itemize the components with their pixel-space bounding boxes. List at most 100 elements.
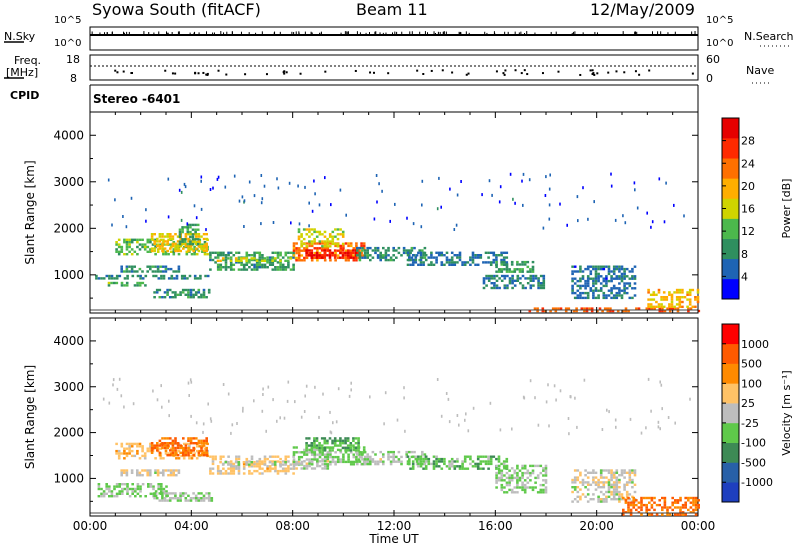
velocity-cell xyxy=(419,457,423,461)
power-cell xyxy=(356,249,359,252)
velocity-cell xyxy=(160,490,163,493)
velocity-sparse-cell xyxy=(472,406,475,410)
power-cell xyxy=(287,261,290,264)
power-cell xyxy=(620,294,624,297)
power-cell xyxy=(602,284,606,288)
velocity-cell xyxy=(471,460,475,463)
power-cell xyxy=(149,265,152,268)
velocity-cell xyxy=(310,451,314,454)
power-cell xyxy=(528,309,532,313)
velocity-cell xyxy=(356,453,359,456)
power-cell xyxy=(146,238,150,241)
velocity-cell xyxy=(622,508,625,512)
velocity-cell xyxy=(503,479,506,482)
power-cell xyxy=(628,296,632,300)
velocity-cell xyxy=(523,483,527,487)
velocity-cell xyxy=(427,460,431,463)
velocity-cell xyxy=(123,449,126,453)
nave-dot xyxy=(299,72,302,75)
velocity-colorbar-tick-label: -25 xyxy=(741,417,759,430)
velocity-cell xyxy=(357,449,360,452)
power-cell xyxy=(120,281,124,285)
velocity-cell xyxy=(347,453,350,456)
velocity-cell xyxy=(692,503,695,507)
velocity-cell xyxy=(134,487,137,491)
power-cell xyxy=(318,254,321,257)
power-cell xyxy=(585,307,589,310)
power-cell xyxy=(627,309,630,313)
power-cell xyxy=(292,254,296,257)
velocity-sparse-cell xyxy=(305,384,308,388)
power-cell xyxy=(631,287,634,290)
velocity-cell xyxy=(138,445,142,448)
power-cell xyxy=(668,291,671,294)
velocity-cell xyxy=(463,457,467,461)
power-cell xyxy=(443,263,446,266)
power-cell xyxy=(297,237,301,241)
power-cell xyxy=(395,256,398,259)
power-cell xyxy=(658,309,662,313)
velocity-cell xyxy=(250,463,254,466)
power-cell xyxy=(276,256,280,259)
power-cell xyxy=(402,251,406,255)
power-cell xyxy=(138,243,142,246)
power-cell xyxy=(492,251,496,254)
velocity-cell xyxy=(154,490,158,493)
power-cell xyxy=(141,245,144,249)
velocity-cell xyxy=(159,457,163,460)
power-ylabel: Slant Range [km] xyxy=(23,160,37,264)
power-cell xyxy=(323,235,327,238)
power-cell xyxy=(310,254,314,257)
power-cell xyxy=(224,266,228,269)
power-sparse-cell xyxy=(330,203,332,207)
power-cell xyxy=(152,274,155,278)
power-cell xyxy=(417,263,420,266)
power-cell xyxy=(624,307,628,310)
power-sparse-cell xyxy=(633,181,636,185)
power-cell xyxy=(219,254,223,257)
power-cell xyxy=(261,254,264,257)
velocity-cell xyxy=(628,498,632,501)
nave-dot xyxy=(324,70,327,73)
power-cell xyxy=(379,254,382,257)
power-cell xyxy=(362,242,366,245)
velocity-cell xyxy=(495,486,498,489)
velocity-cell xyxy=(369,460,372,463)
power-cell xyxy=(149,267,152,271)
velocity-cell xyxy=(182,457,186,460)
velocity-cell xyxy=(138,457,142,460)
velocity-cell xyxy=(126,485,129,488)
nave-dot xyxy=(194,72,197,75)
power-cell xyxy=(589,277,593,280)
power-cell xyxy=(320,249,324,252)
velocity-cell xyxy=(281,460,285,463)
velocity-cell xyxy=(156,446,159,450)
velocity-sparse-cell xyxy=(242,409,244,413)
power-cell xyxy=(271,268,275,271)
power-cell xyxy=(189,296,193,299)
velocity-cell xyxy=(326,458,330,461)
power-sparse-cell xyxy=(544,194,547,197)
velocity-cell xyxy=(341,439,345,442)
velocity-cell xyxy=(195,437,198,440)
velocity-cell xyxy=(597,483,600,486)
velocity-cell xyxy=(108,495,111,498)
velocity-cell xyxy=(513,469,517,472)
power-sparse-cell xyxy=(460,180,462,183)
velocity-cell xyxy=(599,474,603,477)
velocity-cell xyxy=(197,492,201,495)
power-cell xyxy=(662,298,666,301)
power-cell xyxy=(503,286,507,290)
power-cell xyxy=(670,305,674,308)
power-cell xyxy=(166,291,169,294)
power-cell xyxy=(384,251,388,255)
velocity-sparse-cell xyxy=(465,412,467,416)
velocity-cell xyxy=(500,474,504,477)
velocity-cell xyxy=(110,490,114,493)
freq-right-top-tick: 60 xyxy=(706,53,720,66)
power-cell xyxy=(149,241,152,244)
power-cell xyxy=(235,251,238,254)
power-cell xyxy=(153,291,156,294)
nave-dot xyxy=(441,69,444,72)
velocity-cell xyxy=(620,498,624,501)
